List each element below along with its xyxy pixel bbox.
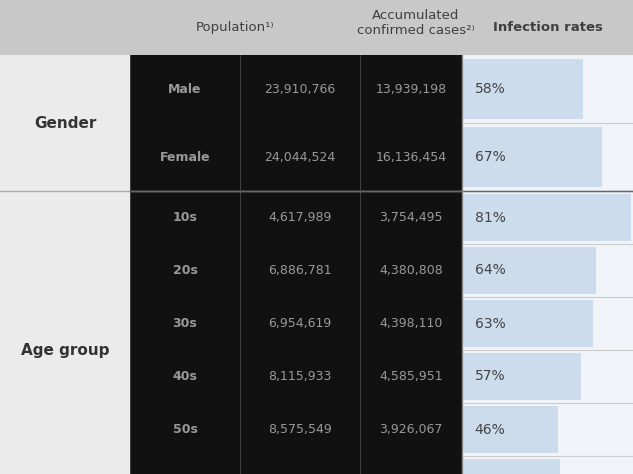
Text: 40s: 40s	[173, 370, 197, 383]
Bar	[0, 55, 130, 191]
Text: 13,939,198: 13,939,198	[375, 82, 446, 95]
Text: Female: Female	[160, 151, 210, 164]
Bar	[462, 353, 581, 400]
Text: 24,044,524: 24,044,524	[265, 151, 335, 164]
Text: Male: Male	[168, 82, 202, 95]
Text: 57%: 57%	[475, 370, 505, 383]
Text: 58%: 58%	[475, 82, 505, 96]
Bar	[0, 0, 633, 55]
Bar	[462, 406, 558, 453]
Bar	[462, 127, 602, 187]
Text: 30s: 30s	[173, 317, 197, 330]
Bar	[462, 191, 633, 474]
Text: 3,926,067: 3,926,067	[379, 423, 442, 436]
Bar	[0, 191, 130, 474]
Text: 64%: 64%	[475, 264, 505, 277]
Bar	[462, 459, 560, 474]
Text: 6,954,619: 6,954,619	[268, 317, 332, 330]
Text: 10s: 10s	[173, 211, 197, 224]
Bar	[462, 194, 631, 241]
Text: 81%: 81%	[475, 210, 505, 225]
Text: 8,115,933: 8,115,933	[268, 370, 332, 383]
Bar	[130, 55, 462, 191]
Text: Accumulated
confirmed cases²⁾: Accumulated confirmed cases²⁾	[357, 9, 475, 36]
Text: 8,575,549: 8,575,549	[268, 423, 332, 436]
Text: 46%: 46%	[475, 422, 505, 437]
Text: Population¹⁾: Population¹⁾	[196, 21, 274, 34]
Text: 4,585,951: 4,585,951	[379, 370, 443, 383]
Bar	[462, 59, 583, 119]
Text: 4,617,989: 4,617,989	[268, 211, 332, 224]
Bar	[462, 300, 594, 347]
Text: 20s: 20s	[173, 264, 197, 277]
Text: Gender: Gender	[34, 116, 96, 130]
Text: 63%: 63%	[475, 317, 505, 330]
Text: 4,398,110: 4,398,110	[379, 317, 442, 330]
Text: 4,380,808: 4,380,808	[379, 264, 443, 277]
Bar	[130, 191, 462, 474]
Text: 50s: 50s	[173, 423, 197, 436]
Text: 23,910,766: 23,910,766	[265, 82, 335, 95]
Text: 3,754,495: 3,754,495	[379, 211, 442, 224]
Text: 16,136,454: 16,136,454	[375, 151, 446, 164]
Bar	[462, 55, 633, 191]
Text: 6,886,781: 6,886,781	[268, 264, 332, 277]
Text: Age group: Age group	[21, 343, 110, 357]
Text: 67%: 67%	[475, 150, 505, 164]
Text: Infection rates: Infection rates	[492, 21, 603, 34]
Bar	[462, 247, 596, 294]
